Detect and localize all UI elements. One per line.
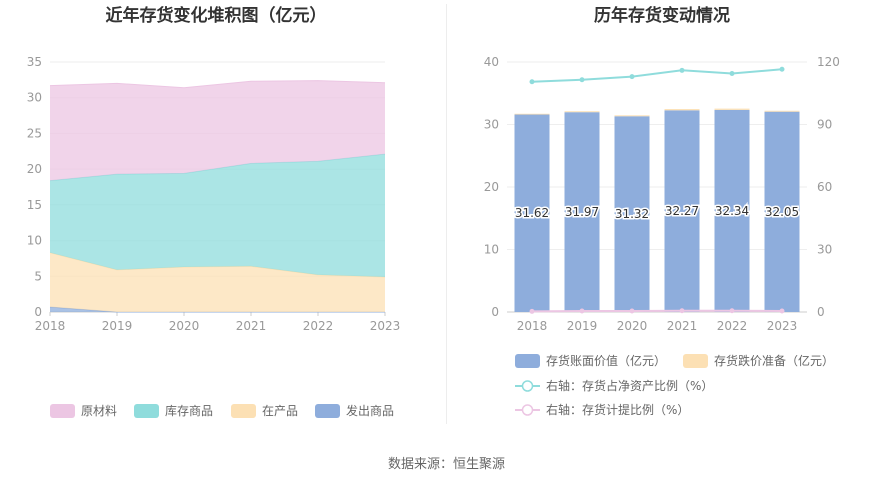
y-tick-label: 25 (27, 126, 42, 140)
bar (614, 115, 650, 117)
legend-swatch (50, 404, 75, 418)
bar (714, 108, 750, 110)
bar (764, 111, 800, 312)
x-tick-label: 2023 (767, 319, 798, 333)
bar (514, 113, 550, 115)
inventory-change-bar-chart: 历年存货变动情况 0 10 20 30 40 0 30 60 90 120 2018 2019 2020 2… (484, 5, 840, 417)
y-left-tick-label: 30 (484, 118, 499, 132)
bar-value-label: 32.27 (665, 204, 699, 218)
bar-value-label: 31.32 (615, 207, 649, 221)
x-tick-label: 2018 (517, 319, 548, 333)
bar-value-label: 32.05 (765, 205, 799, 219)
legend-label: 存货跌价准备（亿元） (714, 353, 834, 368)
y-left-tick-label: 40 (484, 55, 499, 69)
area-series-edge (49, 80, 386, 89)
bar (514, 114, 550, 312)
y-left-tick-label: 20 (484, 180, 499, 194)
legend-label: 存货账面价值（亿元） (546, 353, 666, 368)
bar-value-label: 32.34 (715, 204, 749, 218)
line-point (579, 77, 585, 83)
line-point (729, 308, 735, 314)
bar-value-label: 31.97 (565, 205, 599, 219)
y-right-tick-label: 0 (817, 305, 825, 319)
line-point (679, 67, 685, 73)
line-point (679, 308, 685, 314)
line-point (779, 66, 785, 72)
legend-label: 库存商品 (165, 403, 213, 418)
bar (564, 112, 600, 312)
y-right-tick-label: 90 (817, 118, 832, 132)
x-tick-label: 2020 (169, 319, 200, 333)
area-series (50, 154, 385, 277)
y-right-tick-label: 60 (817, 180, 832, 194)
legend-label: 在产品 (262, 404, 298, 418)
chart-title: 近年存货变化堆积图（亿元） (106, 5, 327, 26)
line-series (531, 309, 783, 313)
area-series (50, 307, 385, 312)
bar (664, 110, 700, 312)
y-tick-label: 20 (27, 162, 42, 176)
y-tick-label: 35 (27, 55, 42, 69)
bar (764, 110, 800, 112)
x-tick-label: 2022 (303, 319, 334, 333)
y-right-tick-label: 30 (817, 243, 832, 257)
y-tick-label: 10 (27, 234, 42, 248)
x-tick-label: 2023 (370, 319, 401, 333)
legend-label: 原材料 (81, 404, 117, 418)
x-tick-label: 2021 (236, 319, 267, 333)
legend-marker (521, 380, 534, 392)
bar-value-label: 31.62 (515, 206, 549, 220)
bar (614, 116, 650, 312)
inventory-stacked-area-chart: 近年存货变化堆积图（亿元） 0 5 10 15 20 25 30 35 2018 2019 2020 2… (27, 5, 401, 418)
bar (664, 109, 700, 111)
line-point (529, 308, 535, 314)
legend-swatch (683, 354, 708, 368)
legend-label: 右轴：存货计提比例（%） (546, 402, 689, 417)
line-series (531, 68, 783, 83)
y-tick-label: 0 (34, 305, 42, 319)
x-tick-label: 2019 (567, 319, 598, 333)
area-series (50, 80, 385, 181)
y-tick-label: 15 (27, 198, 42, 212)
line-point (529, 79, 535, 85)
legend-swatch (231, 404, 256, 418)
area-series (50, 252, 385, 312)
y-left-tick-label: 10 (484, 243, 499, 257)
y-right-tick-label: 120 (817, 55, 840, 69)
legend-marker (521, 404, 534, 416)
line-point (779, 308, 785, 314)
y-tick-label: 30 (27, 91, 42, 105)
legend-swatch (515, 354, 540, 368)
x-tick-label: 2020 (617, 319, 648, 333)
line-point (629, 74, 635, 80)
chart-title: 历年存货变动情况 (594, 5, 730, 26)
data-source-text: 数据来源：恒生聚源 (387, 457, 505, 472)
line-point (729, 70, 735, 76)
x-tick-label: 2021 (667, 319, 698, 333)
line-point (629, 308, 635, 314)
line-point (579, 308, 585, 314)
legend-swatch (134, 404, 159, 418)
legend-label: 发出商品 (346, 403, 394, 418)
x-tick-label: 2018 (35, 319, 66, 333)
bar (714, 109, 750, 312)
legend-swatch (315, 404, 340, 418)
legend-label: 右轴：存货占净资产比例（%） (546, 378, 713, 393)
y-tick-label: 5 (34, 269, 42, 283)
x-tick-label: 2019 (102, 319, 133, 333)
bar (564, 111, 600, 113)
y-left-tick-label: 0 (491, 305, 499, 319)
x-tick-label: 2022 (717, 319, 748, 333)
chart-divider (446, 4, 447, 424)
